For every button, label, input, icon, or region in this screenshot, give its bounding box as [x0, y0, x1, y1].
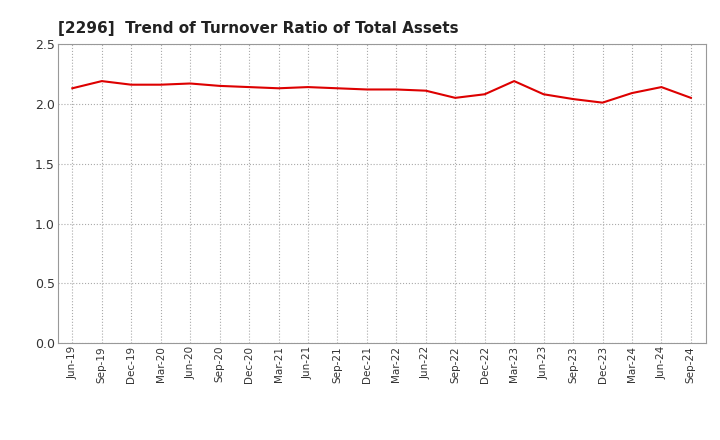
Text: [2296]  Trend of Turnover Ratio of Total Assets: [2296] Trend of Turnover Ratio of Total …	[58, 21, 458, 36]
